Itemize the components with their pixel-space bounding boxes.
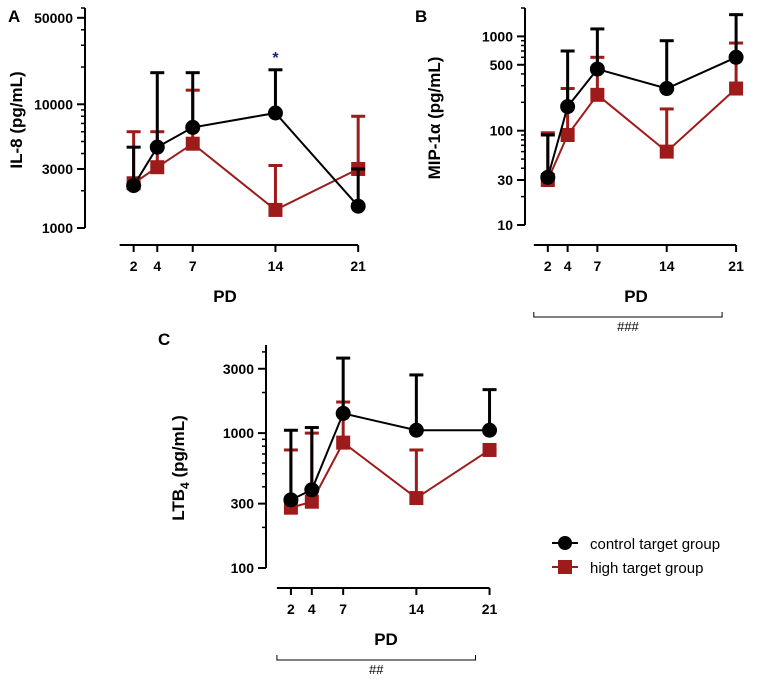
ylabel-b-main: MIP-1 (425, 134, 444, 179)
x-tick-label: 21 (728, 258, 744, 274)
data-point-control (729, 50, 744, 65)
ylabel-c-main: LTB (169, 489, 188, 521)
panel-label-b: B (415, 7, 427, 26)
data-point-high (409, 491, 423, 505)
legend-high-marker (558, 560, 572, 574)
panel-label-a: A (8, 7, 20, 26)
xlabel-c: PD (374, 630, 398, 649)
data-point-control (336, 406, 351, 421)
data-point-high (561, 128, 575, 142)
data-point-control (283, 492, 298, 507)
significance-bracket (277, 655, 476, 660)
x-tick-label: 7 (189, 258, 197, 274)
series-line (134, 144, 359, 210)
data-point-control (659, 81, 674, 96)
data-point-control (268, 106, 283, 121)
data-point-control (351, 199, 366, 214)
data-point-high (483, 443, 497, 457)
data-point-control (540, 170, 555, 185)
x-tick-label: 21 (482, 601, 498, 617)
data-point-control (304, 482, 319, 497)
data-point-high (186, 137, 200, 151)
y-tick-label: 100 (490, 123, 514, 139)
x-tick-label: 14 (268, 258, 284, 274)
data-point-high (150, 160, 164, 174)
data-point-high (268, 203, 282, 217)
x-tick-label: 4 (564, 258, 572, 274)
y-tick-label: 500 (490, 57, 514, 73)
ylabel-c: LTB4 (pg/mL) (169, 415, 193, 521)
ylabel-a-main: IL-8 (7, 138, 26, 168)
data-point-high (729, 82, 743, 96)
data-point-control (150, 140, 165, 155)
legend-high-label: high target group (590, 560, 703, 577)
y-tick-label: 100 (231, 560, 255, 576)
xlabel-b: PD (624, 287, 648, 306)
bracket-label: ### (617, 319, 639, 334)
data-point-control (409, 423, 424, 438)
ylabel-c-sub: 4 (178, 482, 192, 489)
y-tick-label: 10000 (34, 96, 73, 112)
legend: control target group high target group (552, 536, 720, 577)
data-point-high (660, 145, 674, 159)
ylabel-a-unit: (pg/mL) (7, 71, 26, 133)
y-tick-label: 3000 (223, 361, 254, 377)
y-tick-label: 1000 (42, 220, 73, 236)
x-tick-label: 14 (659, 258, 675, 274)
x-tick-label: 4 (153, 258, 161, 274)
ylabel-b-greek: α (425, 123, 444, 134)
xlabel-a: PD (213, 287, 237, 306)
data-point-high (336, 436, 350, 450)
x-tick-label: 7 (593, 258, 601, 274)
x-tick-label: 2 (287, 601, 295, 617)
figure: A IL-8 (pg/mL) PD 1000300010000500002 4 7 1… (0, 0, 758, 684)
bracket-label: ## (369, 662, 384, 677)
data-point-control (185, 120, 200, 135)
y-tick-label: 1000 (223, 425, 254, 441)
data-point-control (126, 178, 141, 193)
y-tick-label: 30 (497, 172, 513, 188)
data-point-control (482, 423, 497, 438)
panel-label-c: C (158, 330, 170, 349)
x-tick-label: 2 (130, 258, 138, 274)
data-point-high (590, 88, 604, 102)
significance-bracket (534, 312, 722, 317)
panel-b: B MIP-1α (pg/mL) PD 10 30 100 500 1000 2 4 7 14 2… (415, 7, 744, 334)
y-tick-label: 3000 (42, 161, 73, 177)
panel-a: A IL-8 (pg/mL) PD 1000 3000 10000 50000 2 4 7 1… (7, 7, 366, 306)
data-point-control (590, 62, 605, 77)
y-tick-label: 300 (231, 496, 255, 512)
x-tick-label: 14 (409, 601, 425, 617)
x-tick-label: 7 (339, 601, 347, 617)
legend-control-label: control target group (590, 536, 720, 553)
ylabel-c-unit: (pg/mL) (169, 415, 188, 477)
x-tick-label: 21 (350, 258, 366, 274)
y-tick-label: 10 (497, 217, 513, 233)
series-line (548, 89, 736, 180)
ylabel-a: IL-8 (pg/mL) (7, 71, 26, 168)
x-tick-label: 2 (544, 258, 552, 274)
ylabel-b-unit: (pg/mL) (425, 57, 444, 119)
ylabel-b: MIP-1α (pg/mL) (425, 57, 444, 180)
data-point-control (560, 99, 575, 114)
significance-star: * (272, 50, 279, 67)
legend-control-marker (558, 536, 572, 550)
y-tick-label: 1000 (482, 28, 513, 44)
y-tick-label: 50000 (34, 10, 73, 26)
series-line (548, 57, 736, 177)
series-line (291, 443, 490, 508)
x-tick-label: 4 (308, 601, 316, 617)
